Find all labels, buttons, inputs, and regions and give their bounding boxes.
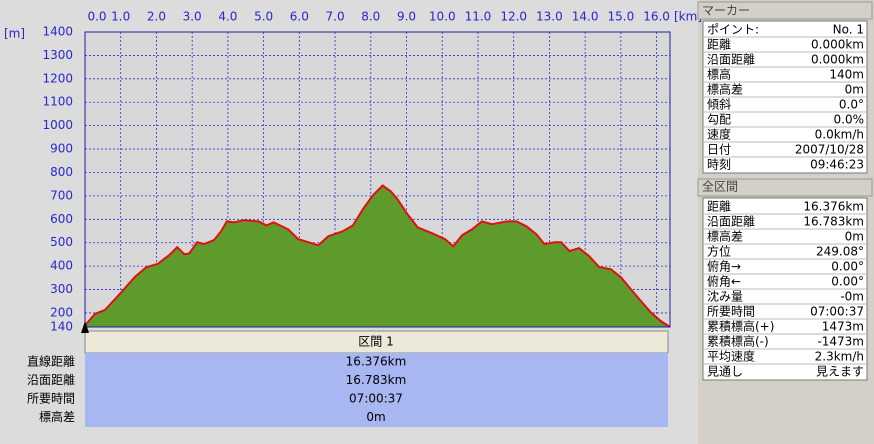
x-tick-label: 11.0 (465, 10, 492, 24)
x-tick-label: 2.0 (147, 10, 166, 24)
x-tick-label: 16.0 (643, 10, 670, 24)
row-label: 累積標高(+) (707, 319, 774, 334)
y-tick-label: 300 (50, 282, 73, 296)
plot-border (84, 31, 671, 328)
x-tick-label: 9.0 (397, 10, 416, 24)
row-value: -1473m (817, 335, 864, 349)
section-label: 標高差 (39, 409, 75, 424)
row-label: 沿面距離 (707, 215, 755, 229)
y-tick-label: 1300 (42, 48, 73, 62)
section-label: 所要時間 (27, 392, 75, 406)
row-label: 標高差 (707, 82, 743, 97)
section-title: 区間 1 (358, 335, 393, 349)
y-tick-label: 1400 (42, 25, 73, 39)
section-value: 16.376km (346, 355, 407, 369)
row-value: 0.0% (834, 113, 865, 127)
row-label: 沈み量 (707, 289, 743, 304)
section-label: 沿面距離 (27, 373, 75, 387)
row-value: 0.0° (839, 98, 864, 112)
row-value: 見えます (816, 365, 864, 379)
row-label: 時刻 (707, 158, 731, 172)
y-tick-label: 500 (50, 235, 73, 249)
row-value: 0m (845, 83, 864, 97)
row-value: 0.000km (811, 38, 864, 52)
profile-area (85, 185, 670, 327)
row-label: 傾斜 (707, 98, 731, 112)
marker-header[interactable] (697, 1, 873, 20)
row-value: 07:00:37 (810, 305, 864, 319)
row-value: 0m (845, 230, 864, 244)
x-tick-label: 10.0 (429, 10, 456, 24)
row-label: 日付 (707, 143, 731, 157)
marker-title: マーカー (702, 4, 750, 18)
x-tick-label: 13.0 (536, 10, 563, 24)
section-values (85, 353, 668, 427)
x-tick-label: 7.0 (326, 10, 345, 24)
row-value: 0.00° (831, 260, 864, 274)
row-value: 1473m (822, 320, 864, 334)
profile-line (84, 184, 671, 328)
row-value: 140m (829, 68, 864, 82)
row-label: 速度 (707, 127, 731, 142)
x-tick-label: 8.0 (361, 10, 380, 24)
marker-pointer (81, 321, 89, 333)
section-label: 直線距離 (27, 354, 75, 369)
row-value: 2007/10/28 (795, 143, 864, 157)
row-label: ポイント: (707, 23, 759, 37)
row-label: 勾配 (707, 113, 731, 127)
row-value: 2.3km/h (815, 350, 864, 364)
total-header[interactable] (697, 178, 873, 197)
y-tick-label: 800 (50, 165, 73, 179)
row-value: No. 1 (833, 23, 864, 37)
y-tick-label: 1100 (42, 95, 73, 109)
y-tick-label: 1000 (42, 118, 73, 132)
row-label: 累積標高(-) (707, 334, 769, 349)
section-value: 16.783km (346, 373, 407, 387)
row-value: 09:46:23 (810, 158, 864, 172)
x-tick-label: 5.0 (254, 10, 273, 24)
row-value: 0.000km (811, 53, 864, 67)
x-tick-label: 6.0 (290, 10, 309, 24)
row-value: -0m (840, 290, 864, 304)
row-label: 標高差 (707, 229, 743, 244)
y-tick-label: 600 (50, 212, 73, 226)
row-label: 平均速度 (707, 349, 755, 364)
row-label: 俯角← (707, 274, 741, 289)
row-label: 所要時間 (707, 305, 755, 319)
x-tick-label: 15.0 (607, 10, 634, 24)
x-tick-label: 3.0 (183, 10, 202, 24)
y-tick-label: 900 (50, 142, 73, 156)
x-tick-label: 14.0 (572, 10, 599, 24)
x-tick-label: 0.0 (87, 10, 106, 24)
row-value: 249.08° (816, 245, 864, 259)
x-unit: [km] (674, 10, 702, 24)
row-value: 16.376km (803, 200, 864, 214)
y-tick-label: 140 (50, 320, 73, 334)
y-unit: [m] (4, 27, 25, 41)
x-tick-label: 12.0 (500, 10, 527, 24)
y-tick-label: 200 (50, 305, 73, 319)
y-tick-label: 700 (50, 188, 73, 202)
x-tick-label: 1.0 (111, 10, 130, 24)
row-label: 距離 (707, 200, 731, 214)
x-tick-label: 4.0 (218, 10, 237, 24)
row-label: 方位 (707, 244, 731, 259)
row-label: 標高 (707, 67, 731, 82)
row-value: 0.00° (831, 275, 864, 289)
y-tick-label: 1200 (42, 71, 73, 85)
row-value: 16.783km (803, 215, 864, 229)
total-title: 全区間 (702, 179, 738, 194)
row-label: 沿面距離 (707, 53, 755, 67)
row-value: 0.0km/h (815, 128, 864, 142)
section-value: 0m (366, 410, 385, 424)
row-label: 俯角→ (707, 259, 741, 274)
y-tick-label: 400 (50, 259, 73, 273)
row-label: 見通し (707, 365, 743, 379)
row-label: 距離 (707, 38, 731, 52)
section-value: 07:00:37 (349, 392, 403, 406)
